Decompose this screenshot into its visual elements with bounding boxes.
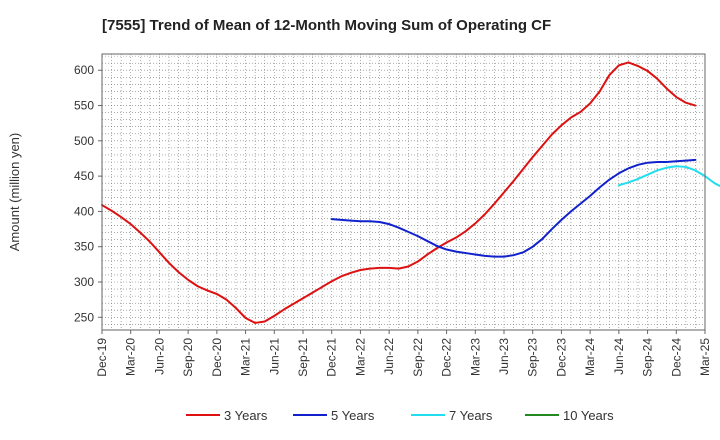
x-axis-ticks: Dec-19 Mar-20 Jun-20 Sep-20 Dec-20 Mar-21 Jun-…	[95, 330, 712, 377]
x-tick-label: Dec-24	[669, 338, 683, 377]
x-tick-label: Jun-20	[152, 338, 166, 375]
x-tick-label: Sep-21	[296, 338, 310, 377]
x-tick-label: Jun-22	[382, 338, 396, 375]
y-tick-label: 300	[74, 275, 94, 289]
series-line-7-years	[617, 165, 720, 188]
series-layer	[101, 61, 720, 324]
legend-label: 10 Years	[563, 408, 614, 423]
x-tick-label: Dec-21	[325, 338, 339, 377]
y-tick-label: 400	[74, 204, 94, 218]
x-tick-label: Sep-23	[526, 338, 540, 377]
legend-label: 5 Years	[331, 408, 375, 423]
y-tick-label: 500	[74, 134, 94, 148]
plot-area-frame	[102, 54, 705, 330]
x-tick-label: Dec-19	[95, 338, 109, 377]
y-axis-label: Amount (million yen)	[7, 133, 22, 252]
x-tick-label: Dec-23	[554, 338, 568, 377]
x-tick-label: Jun-23	[497, 338, 511, 375]
x-tick-label: Sep-20	[181, 338, 195, 377]
plot-area-border	[101, 53, 706, 331]
x-tick-label: Mar-20	[124, 338, 138, 376]
x-tick-label: Mar-23	[468, 338, 482, 376]
y-tick-label: 250	[74, 310, 94, 324]
y-tick-label: 450	[74, 169, 94, 183]
y-tick-label: 600	[74, 63, 94, 77]
series-line-3-years	[101, 61, 697, 324]
x-tick-label: Mar-25	[698, 338, 712, 376]
y-axis-ticks: 250 300 350 400 450 500 550 600	[74, 63, 102, 324]
legend-label: 3 Years	[224, 408, 268, 423]
x-tick-label: Sep-24	[641, 338, 655, 377]
grid	[102, 54, 705, 330]
legend-label: 7 Years	[449, 408, 493, 423]
x-tick-label: Sep-22	[411, 338, 425, 377]
x-tick-label: Jun-21	[267, 338, 281, 375]
x-tick-label: Mar-21	[239, 338, 253, 376]
x-tick-label: Mar-24	[583, 338, 597, 376]
x-tick-label: Dec-20	[210, 338, 224, 377]
x-tick-label: Jun-24	[612, 338, 626, 375]
y-tick-label: 550	[74, 99, 94, 113]
x-tick-label: Mar-22	[353, 338, 367, 376]
x-tick-label: Dec-22	[440, 338, 454, 377]
series-line-5-years	[330, 158, 697, 258]
legend: 3 Years 5 Years 7 Years 10 Years	[186, 408, 614, 423]
chart-title: [7555] Trend of Mean of 12-Month Moving …	[102, 17, 551, 34]
y-tick-label: 350	[74, 240, 94, 254]
